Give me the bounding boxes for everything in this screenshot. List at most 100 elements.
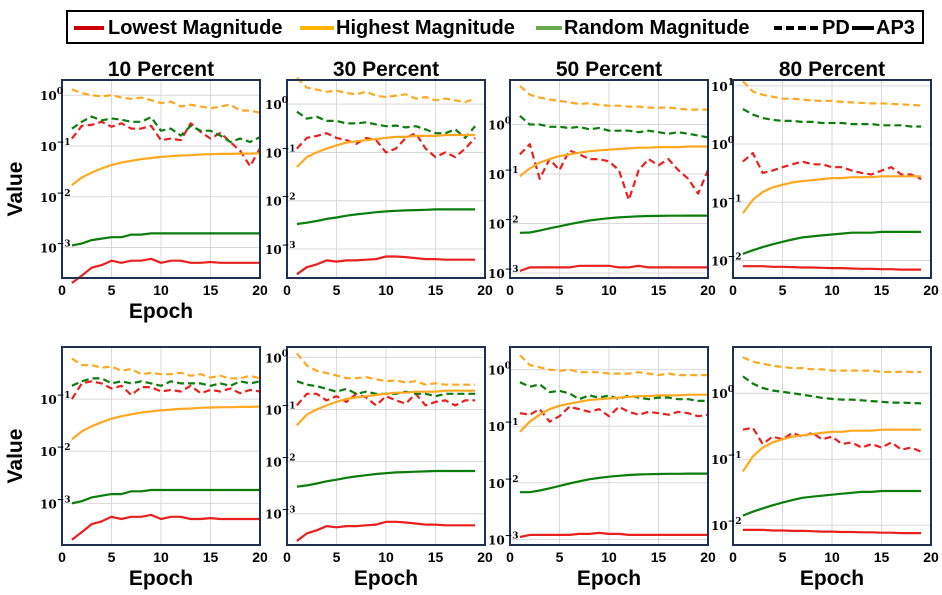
chart-title: 10 Percent xyxy=(108,58,214,81)
y-tick-label: 10−2 xyxy=(711,253,742,269)
y-tick-label: 10−2 xyxy=(40,189,71,205)
y-tick-label: 10−3 xyxy=(265,241,296,257)
y-axis-label: Value xyxy=(4,162,27,217)
y-tick-label: 10−1 xyxy=(265,144,296,160)
x-axis-label: Epoch xyxy=(800,567,864,590)
x-tick-label: 15 xyxy=(874,549,890,565)
series-line-random-magnitude-ap3 xyxy=(742,230,922,255)
chart-panel-5: 0 5 10 15 20 10−3 10−2 10−1 Epoch Value xyxy=(4,346,268,590)
x-axis-label: Epoch xyxy=(577,567,641,590)
plot-frame xyxy=(61,79,261,279)
x-tick-label: 10 xyxy=(378,282,394,298)
x-tick-label: 15 xyxy=(874,282,890,298)
x-tick-label: 5 xyxy=(108,282,116,298)
legend-swatch-lowest xyxy=(74,26,104,30)
y-tick-label: 100 xyxy=(488,117,511,133)
legend-label-ap3: AP3 xyxy=(876,17,915,39)
x-tick-label: 20 xyxy=(252,549,268,565)
x-tick-label: 15 xyxy=(428,549,444,565)
series-line-random-magnitude-ap3 xyxy=(296,208,476,226)
series-line-lowest-magnitude-pd xyxy=(742,152,922,181)
series-line-lowest-magnitude-ap3 xyxy=(519,264,708,273)
series-line-highest-magnitude-pd xyxy=(296,352,476,386)
y-tick-label: 10−3 xyxy=(40,495,71,511)
chart-panel-2: 0 5 10 15 20 10−3 10−2 10−1 100 30 Percent xyxy=(265,58,493,298)
series-line-random-magnitude-pd xyxy=(742,108,922,128)
chart-panel-1: 0 5 10 15 20 10−3 10−2 10−1 100 10 Percent Epoch Va… xyxy=(4,58,268,323)
series-line-lowest-magnitude-pd xyxy=(296,132,476,159)
x-tick-label: 5 xyxy=(556,282,564,298)
series-line-lowest-magnitude-ap3 xyxy=(71,257,260,284)
series-line-random-magnitude-ap3 xyxy=(71,232,260,247)
plot-frame xyxy=(732,79,932,279)
y-tick-label: 101 xyxy=(711,78,734,94)
plot-frame xyxy=(732,346,932,546)
series-line-highest-magnitude-pd xyxy=(742,80,922,107)
x-tick-label: 20 xyxy=(477,549,493,565)
y-tick-label: 10−1 xyxy=(488,166,519,182)
x-tick-label: 15 xyxy=(428,282,444,298)
y-tick-label: 10−2 xyxy=(40,443,71,459)
x-tick-label: 0 xyxy=(58,282,66,298)
x-tick-label: 0 xyxy=(283,282,291,298)
chart-title: 30 Percent xyxy=(333,58,439,81)
legend-swatch-random xyxy=(536,26,562,30)
series-line-highest-magnitude-pd xyxy=(71,357,261,380)
legend: Lowest Magnitude Highest Magnitude Rando… xyxy=(66,10,924,44)
x-tick-label: 5 xyxy=(779,549,787,565)
legend-label-random: Random Magnitude xyxy=(564,17,750,39)
series-line-random-magnitude-ap3 xyxy=(742,489,922,517)
y-tick-label: 100 xyxy=(711,385,734,401)
y-tick-label: 100 xyxy=(488,362,511,378)
series-line-highest-magnitude-ap3 xyxy=(519,393,708,433)
x-tick-label: 20 xyxy=(252,282,268,298)
chart-panel-7: 0 5 10 15 20 10−3 10−2 10−1 100 Epoch xyxy=(488,346,716,590)
x-tick-label: 10 xyxy=(824,549,840,565)
series-line-lowest-magnitude-ap3 xyxy=(71,513,260,541)
series-line-lowest-magnitude-pd xyxy=(519,143,710,201)
legend-entry-ap3: AP3 xyxy=(852,15,922,41)
x-tick-label: 0 xyxy=(506,282,514,298)
x-tick-label: 0 xyxy=(506,549,514,565)
y-tick-label: 10−3 xyxy=(265,506,296,522)
legend-swatch-pd xyxy=(774,26,818,30)
series-line-highest-magnitude-pd xyxy=(742,356,922,373)
x-tick-label: 20 xyxy=(477,282,493,298)
series-line-highest-magnitude-ap3 xyxy=(71,152,261,186)
y-tick-label: 10−1 xyxy=(40,138,71,154)
x-tick-label: 15 xyxy=(203,282,219,298)
series-line-random-magnitude-pd xyxy=(519,114,709,139)
x-tick-label: 5 xyxy=(333,282,341,298)
legend-label-lowest: Lowest Magnitude xyxy=(108,17,283,39)
y-tick-label: 10−3 xyxy=(488,265,519,281)
x-tick-label: 15 xyxy=(203,549,219,565)
series-line-highest-magnitude-ap3 xyxy=(519,145,708,178)
x-tick-label: 5 xyxy=(779,282,787,298)
x-tick-label: 10 xyxy=(601,282,617,298)
x-tick-label: 0 xyxy=(729,282,737,298)
legend-label-highest: Highest Magnitude xyxy=(336,17,515,39)
series-line-random-magnitude-pd xyxy=(742,375,922,405)
legend-swatch-ap3 xyxy=(852,26,874,30)
series-line-lowest-magnitude-pd xyxy=(519,405,709,423)
y-tick-label: 10−1 xyxy=(488,418,519,434)
y-tick-label: 100 xyxy=(265,96,288,112)
y-axis-label: Value xyxy=(4,429,27,484)
chart-title: 80 Percent xyxy=(779,58,885,81)
x-tick-label: 10 xyxy=(378,549,394,565)
legend-entry-random: Random Magnitude xyxy=(536,15,768,41)
x-tick-label: 20 xyxy=(700,282,716,298)
series-line-highest-magnitude-pd xyxy=(519,354,708,377)
legend-label-pd: PD xyxy=(822,17,850,39)
legend-entry-highest: Highest Magnitude xyxy=(300,15,530,41)
chart-panel-4: 0 5 10 15 20 10−2 10−1 100 101 80 Percent xyxy=(711,58,939,298)
legend-entry-pd: PD xyxy=(772,15,852,41)
series-line-random-magnitude-pd xyxy=(296,110,476,139)
y-tick-label: 100 xyxy=(711,136,734,152)
y-tick-label: 10−2 xyxy=(265,454,296,470)
series-line-random-magnitude-ap3 xyxy=(71,488,260,505)
y-tick-label: 10−3 xyxy=(488,531,519,547)
y-tick-label: 10−2 xyxy=(488,216,519,232)
series-line-highest-magnitude-pd xyxy=(296,77,476,104)
